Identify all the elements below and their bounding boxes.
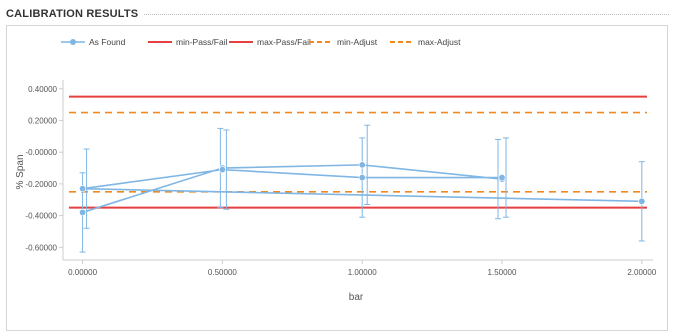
calibration-chart: As Found min-Pass/Fail max-Pass/Fail min-Ad…	[15, 37, 657, 303]
y-axis-label: % Span	[15, 154, 26, 189]
x-tick-label: 1.50000	[488, 268, 517, 277]
x-tick-label: 1.00000	[348, 268, 377, 277]
series-as-found	[79, 124, 646, 253]
header-divider	[144, 14, 669, 15]
x-tick-label: 0.00000	[68, 268, 97, 277]
legend-label: As Found	[89, 37, 126, 47]
data-point	[79, 208, 87, 216]
y-tick-label: -0.40000	[25, 212, 57, 221]
y-tick-label: 0.40000	[28, 85, 57, 94]
chart-frame: As Found min-Pass/Fail max-Pass/Fail min-Ad…	[6, 25, 668, 331]
reference-lines	[69, 95, 647, 209]
panel-title: CALIBRATION RESULTS	[6, 8, 139, 20]
x-axis-label: bar	[349, 292, 364, 303]
data-point	[498, 174, 506, 182]
y-tick-label: -0.00000	[25, 148, 57, 157]
y-tick-label: -0.20000	[25, 180, 57, 189]
x-tick-label: 0.50000	[208, 268, 237, 277]
data-point	[638, 197, 646, 205]
x-tick-label: 2.00000	[627, 268, 656, 277]
data-point	[218, 166, 226, 174]
y-tick-label: -0.60000	[25, 243, 57, 252]
legend-label: max-Adjust	[418, 37, 461, 47]
panel-header: CALIBRATION RESULTS	[6, 6, 669, 22]
legend-label: min-Pass/Fail	[176, 37, 228, 47]
legend-label: max-Pass/Fail	[257, 37, 311, 47]
data-point	[79, 185, 87, 193]
data-point	[358, 161, 366, 169]
chart-legend: As Found min-Pass/Fail max-Pass/Fail min-Ad…	[61, 37, 461, 47]
y-tick-label: 0.20000	[28, 116, 57, 125]
chart-axes: 0.40000 0.20000 -0.00000 -0.20000 -0.40000 -0…	[25, 80, 657, 277]
legend-label: min-Adjust	[337, 37, 378, 47]
legend-marker	[70, 39, 76, 45]
data-point	[358, 174, 366, 182]
